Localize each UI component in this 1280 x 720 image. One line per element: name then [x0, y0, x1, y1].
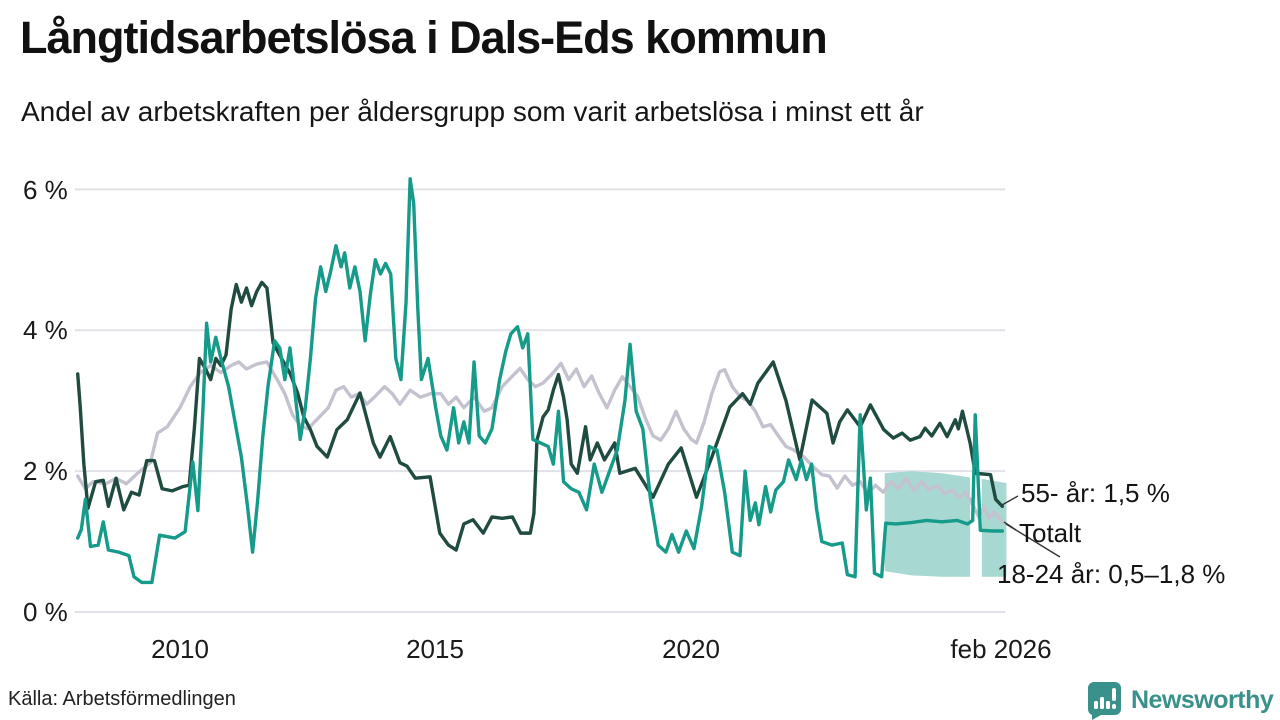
brand-name: Newsworthy [1131, 685, 1274, 714]
series-line-18-24-ar [76, 177, 1005, 585]
leader-line-2 [1005, 523, 1061, 558]
series-line-totalt [76, 360, 1005, 524]
y-tick-4: 4 % [23, 315, 68, 345]
series-line-55-ar [76, 280, 1005, 552]
source-text: Källa: Arbetsförmedlingen [8, 688, 236, 710]
page-subtitle: Andel av arbetskraften per åldersgrupp s… [21, 96, 924, 127]
forecast-band-0 [884, 471, 971, 577]
page-title: Långtidsarbetslösa i Dals-Eds kommun [20, 12, 828, 63]
annotation-totalt: Totalt [1019, 518, 1082, 548]
x-tick-2015: 2015 [406, 634, 464, 664]
x-tick-2010: 2010 [151, 634, 209, 664]
leader-line-0 [1001, 495, 1019, 506]
x-tick-feb-2026: feb 2026 [950, 634, 1052, 664]
newsworthy-icon [1087, 682, 1121, 720]
x-tick-2020: 2020 [662, 634, 720, 664]
y-tick-0: 0 % [23, 597, 68, 627]
annotation-55-ar: 55- år: 1,5 % [1021, 478, 1170, 508]
y-tick-2: 2 % [23, 456, 68, 486]
y-tick-6: 6 % [23, 175, 68, 205]
brand-logo: Newsworthy [1086, 681, 1274, 720]
annotation-18-24-ar: 18-24 år: 0,5–1,8 % [997, 559, 1226, 589]
